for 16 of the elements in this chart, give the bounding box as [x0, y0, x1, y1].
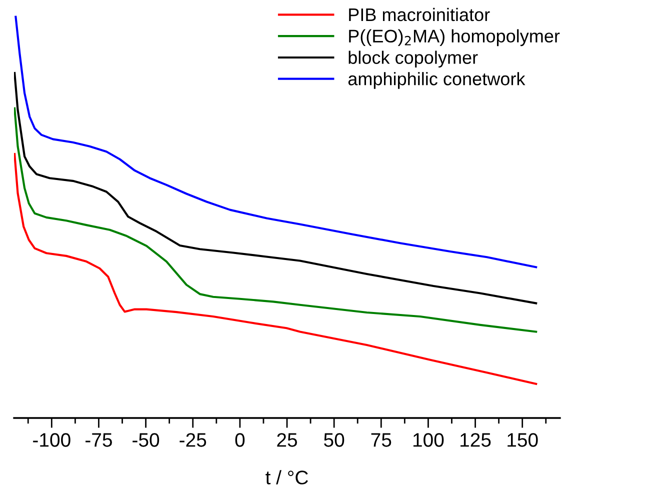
x-tick-label: 0 — [235, 433, 245, 447]
x-tick-label: 50 — [324, 433, 344, 447]
legend-label: block copolymer — [348, 50, 478, 68]
legend-label: P((EO)$_{2}$MA) homopolymer — [349, 29, 560, 46]
x-tick-label: 75 — [371, 433, 392, 447]
x-tick-label: -100 — [33, 433, 70, 447]
x-axis-title: t / °C — [266, 470, 308, 484]
legend-label: PIB macroinitiator — [349, 8, 490, 22]
x-tick-label: -75 — [86, 433, 112, 447]
x-tick-label: 25 — [277, 433, 297, 447]
x-tick-label: -25 — [180, 433, 206, 447]
x-tick-label: -50 — [132, 433, 160, 447]
x-tick-label: 150 — [508, 433, 538, 447]
x-tick-label: 100 — [413, 433, 444, 447]
legend-label: amphiphilic conetwork — [348, 72, 526, 89]
x-tick-label: 125 — [460, 433, 491, 447]
